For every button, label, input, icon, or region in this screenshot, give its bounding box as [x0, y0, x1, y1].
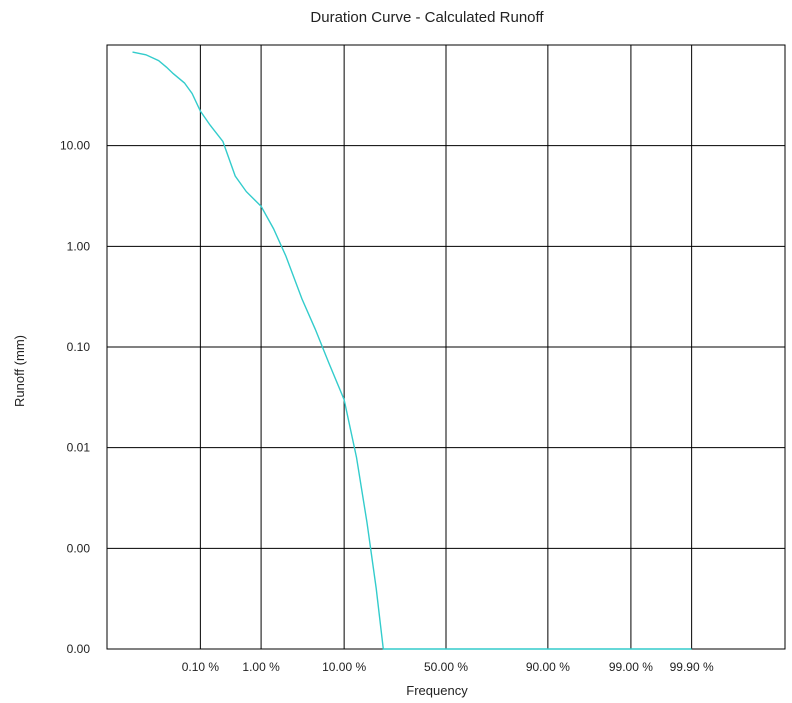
y-axis-label: Runoff (mm): [12, 335, 27, 407]
x-tick-label: 0.10 %: [182, 660, 220, 674]
grid-lines: [107, 45, 785, 649]
y-tick-label: 0.01: [67, 441, 91, 455]
x-tick-label: 99.00 %: [609, 660, 653, 674]
x-tick-label: 99.90 %: [670, 660, 714, 674]
x-axis-tick-labels: 0.10 % 1.00 % 10.00 % 50.00 % 90.00 % 99.00 %…: [182, 660, 714, 674]
y-axis-tick-labels: 10.00 1.00 0.10 0.01 0.00 0.00: [60, 139, 90, 656]
series-layer: [132, 51, 692, 650]
series-line: [132, 51, 692, 650]
x-tick-label: 50.00 %: [424, 660, 468, 674]
x-tick-label: 90.00 %: [526, 660, 570, 674]
y-tick-label: 0.00: [67, 642, 91, 656]
x-tick-label: 10.00 %: [322, 660, 366, 674]
y-tick-label: 10.00: [60, 139, 90, 153]
y-tick-label: 1.00: [67, 239, 91, 253]
x-axis-label: Frequency: [406, 683, 468, 698]
chart-title: Duration Curve - Calculated Runoff: [310, 9, 544, 26]
y-tick-label: 0.00: [67, 541, 91, 555]
y-tick-label: 0.10: [67, 340, 91, 354]
x-tick-label: 1.00 %: [242, 660, 280, 674]
